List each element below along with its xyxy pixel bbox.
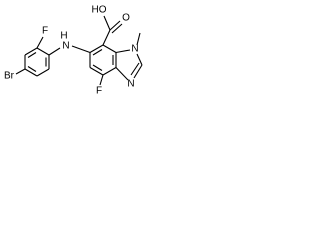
atom-label: N [131,44,138,55]
bond [103,15,111,31]
atom-label: N [62,41,69,52]
bond [27,52,37,58]
bond [89,44,104,53]
bond [115,49,131,54]
bond [92,49,103,56]
bond [24,68,38,77]
bonds [15,15,143,86]
bond [133,64,143,79]
bond [15,68,26,75]
atom-label: HO [92,5,107,16]
atom-label: F [42,26,48,37]
atom-label: O [122,13,130,24]
bond [48,47,61,56]
bond [109,20,121,31]
bond [130,62,140,76]
bond [136,53,143,66]
atom-label: H [60,31,67,42]
bond [102,44,117,53]
page: {"atoms": {"bromine": "Br", "fluorine_le… [0,0,167,102]
bond [102,29,111,46]
bond [102,67,117,76]
bond [36,47,50,56]
bond [115,67,129,81]
molecule-diagram: Br F H N HO O F N N [4,5,143,97]
bond [27,66,37,72]
bond [111,23,123,34]
bond [36,36,44,49]
bond [136,32,141,46]
bond [24,47,38,56]
bond [71,45,91,54]
atom-label: N [127,79,134,90]
atom-label: F [96,86,102,97]
atom-label: Br [4,71,15,82]
atom-labels: Br F H N HO O F N N [4,5,139,97]
bond [92,64,103,71]
bond [89,67,104,76]
bond [99,74,104,86]
bond [36,68,50,77]
